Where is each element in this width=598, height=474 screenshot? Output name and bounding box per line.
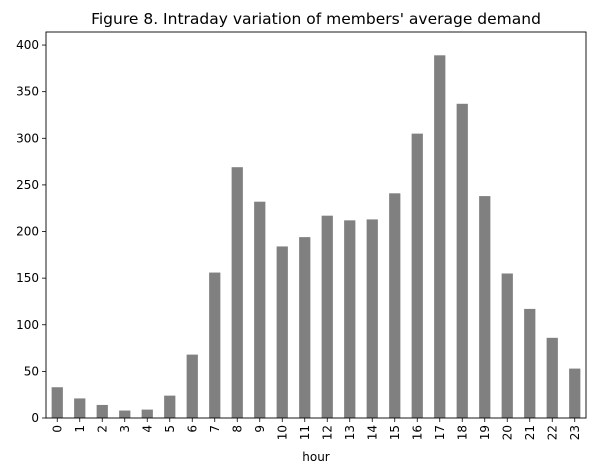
y-tick-label: 200: [16, 225, 39, 239]
bar-hour-20: [501, 273, 513, 418]
bar-hour-17: [434, 55, 446, 419]
bar-hour-7: [209, 272, 221, 418]
x-tick-label: 6: [185, 425, 199, 433]
x-tick-label: 0: [50, 425, 64, 433]
chart-title: Figure 8. Intraday variation of members'…: [91, 10, 541, 28]
bar-hour-10: [276, 246, 288, 418]
x-tick-label: 1: [73, 425, 87, 433]
y-tick-label: 400: [16, 38, 39, 52]
x-axis-label: hour: [302, 450, 330, 464]
y-axis: 0 50 100 150 200 250 300 350 400: [16, 38, 46, 425]
y-tick-label: 150: [16, 271, 39, 285]
x-tick-label: 18: [455, 425, 469, 440]
x-tick-label: 10: [275, 425, 289, 440]
x-tick-label: 16: [410, 425, 424, 440]
x-tick-label: 20: [500, 425, 514, 440]
x-axis: 0 1 2 3 4 5 6 7 8 9 10 11 12 13 14 15 16 17 18 19 20 21 22 23: [50, 418, 582, 440]
x-tick-label: 2: [95, 425, 109, 433]
bar-hour-0: [51, 387, 63, 418]
x-tick-label: 7: [208, 425, 222, 433]
x-tick-label: 11: [298, 425, 312, 440]
bar-hour-23: [569, 368, 581, 418]
x-tick-label: 8: [230, 425, 244, 433]
x-tick-label: 23: [568, 425, 582, 440]
bar-hour-3: [119, 410, 131, 418]
bar-hour-2: [96, 404, 108, 418]
bar-hour-12: [321, 215, 333, 418]
y-tick-label: 0: [31, 411, 39, 425]
x-tick-label: 12: [320, 425, 334, 440]
x-tick-label: 3: [118, 425, 132, 433]
bar-hour-15: [389, 193, 401, 418]
bar-hour-16: [411, 133, 423, 418]
x-tick-label: 4: [140, 425, 154, 433]
bar-hour-14: [366, 219, 378, 418]
y-tick-label: 100: [16, 318, 39, 332]
bar-hour-22: [546, 337, 558, 418]
y-tick-label: 250: [16, 178, 39, 192]
bar-hour-19: [479, 196, 491, 418]
x-tick-label: 15: [388, 425, 402, 440]
bar-hour-13: [344, 220, 356, 418]
x-tick-label: 14: [365, 425, 379, 440]
x-tick-label: 5: [163, 425, 177, 433]
bar-hour-4: [141, 409, 153, 418]
bar-hour-21: [524, 308, 536, 418]
bar-hour-1: [74, 398, 86, 418]
y-tick-label: 300: [16, 131, 39, 145]
x-tick-label: 17: [433, 425, 447, 440]
bar-hour-11: [299, 237, 311, 418]
y-tick-label: 350: [16, 85, 39, 99]
x-tick-label: 19: [478, 425, 492, 440]
bars-group: [51, 55, 581, 419]
x-tick-label: 9: [253, 425, 267, 433]
bar-hour-9: [254, 201, 266, 418]
bar-hour-6: [186, 354, 198, 418]
plot-frame: [45, 31, 587, 419]
x-tick-label: 13: [343, 425, 357, 440]
bar-hour-18: [456, 103, 468, 418]
x-tick-label: 21: [523, 425, 537, 440]
y-tick-label: 50: [24, 364, 39, 378]
x-tick-label: 22: [545, 425, 559, 440]
bar-hour-8: [231, 167, 243, 418]
bar-hour-5: [164, 395, 176, 418]
